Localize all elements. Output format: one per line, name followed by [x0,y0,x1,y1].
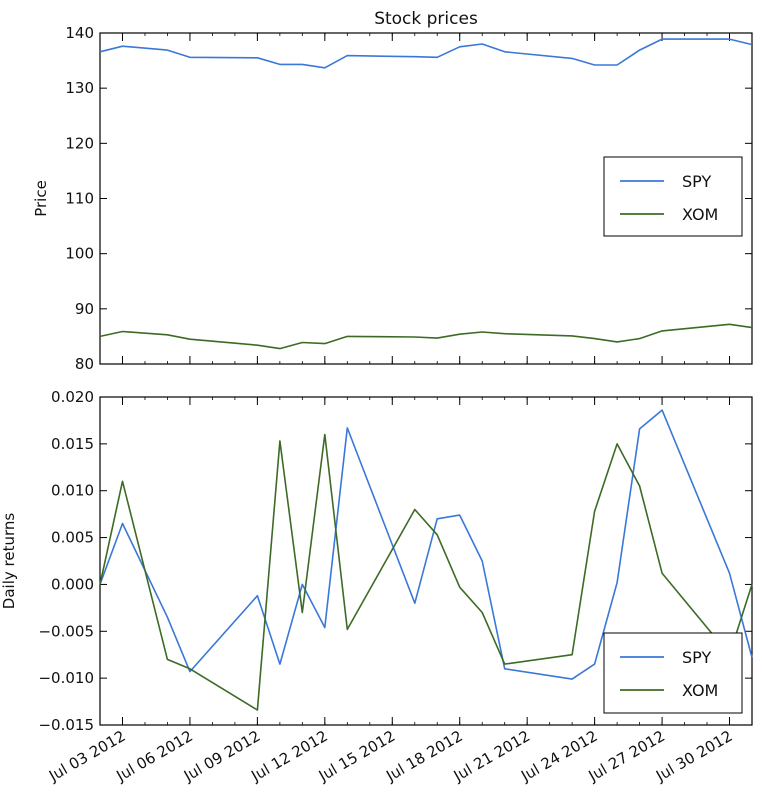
series-line-xom [99,323,753,350]
y-axis-title: Price [32,180,50,217]
y-tick-label: 100 [65,245,94,263]
y-tick-label: −0.005 [38,622,94,640]
y-tick-label: 110 [65,190,94,208]
y-tick-label: 140 [65,24,94,42]
y-tick-label: 130 [65,79,94,97]
legend-returns: SPY XOM [603,632,743,714]
x-tick-label: Jul 21 2012 [450,727,533,786]
x-tick-label: Jul 03 2012 [45,727,128,786]
x-tick-label: Jul 18 2012 [382,727,465,786]
x-tick-label: Jul 27 2012 [585,727,668,786]
y-tick-label: 120 [65,134,94,152]
y-axis-title: Daily returns [0,513,18,610]
x-tick-label: Jul 30 2012 [652,727,735,786]
x-tick-label: Jul 15 2012 [315,727,398,786]
panel-returns: −0.015 −0.010 −0.005 0.000 0.005 0.010 0.015 0.… [0,388,753,734]
x-tick-label: Jul 24 2012 [517,727,600,786]
legend-label-xom: XOM [682,205,718,224]
x-tick-label: Jul 12 2012 [247,727,330,786]
y-tick-label: 90 [75,300,94,318]
legend-label-spy: SPY [682,648,711,667]
y-tick-label: 0.010 [51,482,94,500]
series-line-spy [99,409,753,680]
y-tick-label: 0.005 [51,529,94,547]
series-line-spy [99,38,753,69]
x-tick-label: Jul 09 2012 [180,727,263,786]
legend-label-xom: XOM [682,681,718,700]
chart-title: Stock prices [374,9,478,29]
legend-prices: SPY XOM [603,156,743,237]
y-tick-label: −0.010 [38,669,94,687]
y-tick-label: 0.020 [51,388,94,406]
y-tick-label: 0.000 [51,575,94,593]
series-line-xom [99,433,753,711]
y-tick-label: −0.015 [38,716,94,734]
x-tick-label: Jul 06 2012 [113,727,196,786]
legend-box [603,632,743,714]
legend-label-spy: SPY [682,172,711,191]
y-tick-label: 80 [75,355,94,373]
y-tick-label: 0.015 [51,435,94,453]
panel-prices: 80 90 100 110 120 130 140 Price Stock prices SPY X… [32,9,753,373]
legend-box [603,156,743,237]
